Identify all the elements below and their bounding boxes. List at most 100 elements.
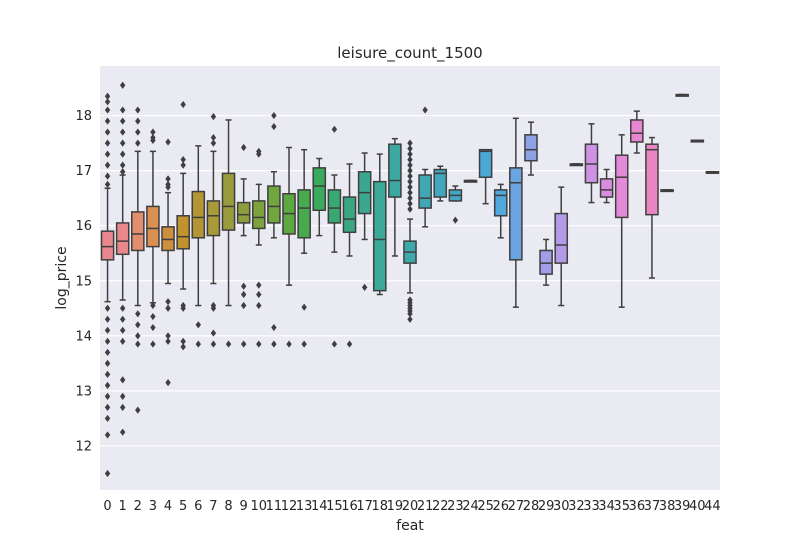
outlier-point	[119, 326, 126, 334]
box-group	[342, 163, 357, 348]
x-tick-label: 11	[266, 499, 283, 514]
x-tick-label: 6	[194, 499, 202, 514]
box-iqr	[206, 200, 221, 237]
box-iqr	[221, 172, 236, 231]
outlier-point	[104, 469, 111, 478]
box-iqr	[115, 222, 130, 256]
outlier-point	[150, 136, 156, 144]
x-tick-label: 21	[417, 499, 434, 514]
outlier-point	[119, 139, 126, 147]
box-iqr	[539, 249, 553, 275]
outlier-point	[104, 92, 111, 100]
y-tick-label: 13	[75, 384, 92, 399]
box-group	[675, 93, 689, 97]
y-tick-label: 17	[75, 164, 92, 179]
outlier-point	[407, 172, 413, 180]
box-group	[267, 111, 281, 348]
y-tick-label: 12	[75, 439, 92, 454]
box-group	[569, 163, 584, 167]
y-tick-label: 16	[75, 219, 92, 234]
box-group	[312, 157, 327, 237]
box-iqr	[342, 196, 357, 234]
outlier-point	[135, 106, 141, 114]
outlier-point	[119, 117, 126, 125]
outlier-point	[210, 139, 217, 147]
outlier-point	[165, 337, 171, 345]
outlier-point	[407, 315, 413, 323]
outlier-point	[210, 329, 217, 337]
outlier-point	[104, 315, 111, 323]
outlier-point	[104, 392, 111, 400]
outlier-point	[407, 205, 413, 213]
box-group	[191, 145, 206, 348]
box-iqr	[372, 180, 387, 292]
x-tick-label: 5	[179, 499, 187, 514]
x-tick-label: 37	[644, 499, 661, 514]
outlier-point	[104, 98, 111, 106]
outlier-point	[119, 168, 126, 176]
outlier-point	[407, 156, 413, 164]
outlier-point	[225, 340, 232, 348]
x-tick-label: 14	[311, 499, 328, 514]
outlier-point	[256, 281, 262, 289]
outlier-point	[135, 139, 141, 147]
x-tick-label: 19	[387, 499, 404, 514]
box-group	[115, 81, 130, 436]
outlier-point	[180, 161, 186, 169]
x-tick-label: 34	[598, 499, 615, 514]
x-tick-label: 15	[326, 499, 343, 514]
outlier-point	[135, 321, 141, 329]
outlier-point	[180, 304, 186, 312]
outlier-point	[150, 301, 156, 310]
box-group	[357, 152, 372, 291]
outlier-point	[286, 340, 292, 348]
outlier-point	[165, 138, 171, 146]
x-tick-label: 36	[629, 499, 646, 514]
outlier-point	[104, 348, 111, 356]
outlier-point	[331, 340, 338, 348]
box-iqr	[524, 134, 538, 162]
x-tick-label: 38	[659, 499, 676, 514]
outlier-point	[271, 323, 277, 332]
x-tick-label: 17	[356, 499, 373, 514]
x-axis-label: feat	[396, 518, 424, 534]
box-group	[614, 134, 629, 308]
x-tick-label: 9	[240, 499, 248, 514]
box-group	[584, 123, 599, 204]
box-group	[403, 139, 417, 323]
box-iqr	[599, 178, 614, 198]
y-tick-labels: 12 13 14 15 16 17 18	[75, 109, 92, 454]
outlier-point	[210, 340, 217, 348]
box-iqr	[554, 212, 569, 264]
outlier-point	[240, 301, 247, 310]
outlier-point	[407, 144, 413, 153]
box-group	[524, 121, 538, 176]
box-group	[690, 139, 705, 143]
outlier-point	[407, 183, 413, 191]
box-group	[463, 179, 478, 183]
box-group	[645, 136, 659, 279]
outlier-point	[301, 303, 307, 311]
chart-title: leisure_count_1500	[337, 44, 482, 63]
x-tick-label: 24	[462, 499, 479, 514]
box-group	[146, 128, 160, 348]
outlier-point	[180, 100, 186, 109]
x-tick-label: 7	[209, 499, 217, 514]
x-tick-label: 20	[402, 499, 419, 514]
outlier-point	[119, 304, 126, 312]
outlier-point	[119, 81, 126, 89]
outlier-point	[240, 282, 247, 290]
outlier-point	[119, 428, 126, 436]
outlier-point	[210, 133, 217, 142]
outlier-point	[165, 183, 171, 191]
box-group	[282, 146, 296, 348]
outlier-point	[119, 161, 126, 169]
x-tick-label: 4	[164, 499, 172, 514]
outlier-point	[119, 150, 126, 158]
outlier-point	[104, 150, 111, 158]
box-group	[539, 238, 553, 286]
outlier-point	[180, 337, 186, 345]
x-tick-label: 16	[341, 499, 358, 514]
box-iqr	[418, 174, 432, 209]
